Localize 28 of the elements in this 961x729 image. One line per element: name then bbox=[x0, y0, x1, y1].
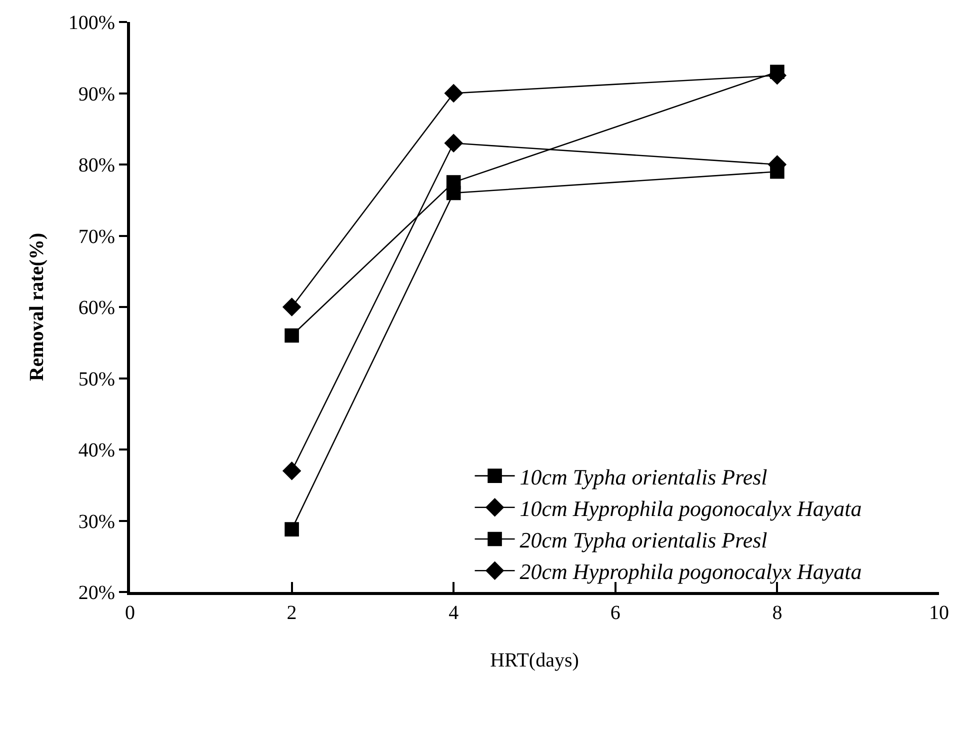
y-tick-label: 20% bbox=[78, 582, 115, 604]
legend-label: 10cm Hyprophila pogonocalyx Hayata bbox=[520, 496, 862, 521]
point bbox=[284, 328, 299, 343]
point bbox=[446, 186, 461, 200]
point bbox=[444, 84, 463, 102]
legend-label: 20cm Hyprophila pogonocalyx Hayata bbox=[520, 559, 862, 584]
x-tick-label: 0 bbox=[125, 602, 135, 624]
x-axis-title: HRT(days) bbox=[490, 650, 579, 672]
y-tick-label: 100% bbox=[68, 12, 115, 34]
point bbox=[282, 298, 301, 316]
point bbox=[282, 462, 301, 480]
y-tick-label: 90% bbox=[78, 83, 115, 106]
point bbox=[444, 134, 463, 152]
x-tick-label: 4 bbox=[448, 602, 459, 624]
y-axis-title: Removal rate(%) bbox=[26, 232, 48, 382]
x-tick-label: 10 bbox=[929, 602, 949, 624]
x-tick-label: 6 bbox=[610, 602, 620, 624]
x-tick-label: 8 bbox=[772, 602, 782, 624]
legend-label: 20cm Typha orientalis Presl bbox=[520, 528, 768, 553]
y-tick-label: 70% bbox=[78, 226, 115, 248]
y-tick-label: 40% bbox=[78, 440, 115, 462]
y-tick-label: 60% bbox=[78, 297, 115, 319]
legend-label: 10cm Typha orientalis Presl bbox=[520, 464, 768, 490]
point bbox=[284, 522, 299, 536]
y-tick-label: 30% bbox=[78, 510, 115, 533]
y-tick-label: 80% bbox=[78, 154, 115, 176]
y-tick-label: 50% bbox=[78, 368, 115, 390]
x-tick-label: 2 bbox=[286, 602, 297, 624]
